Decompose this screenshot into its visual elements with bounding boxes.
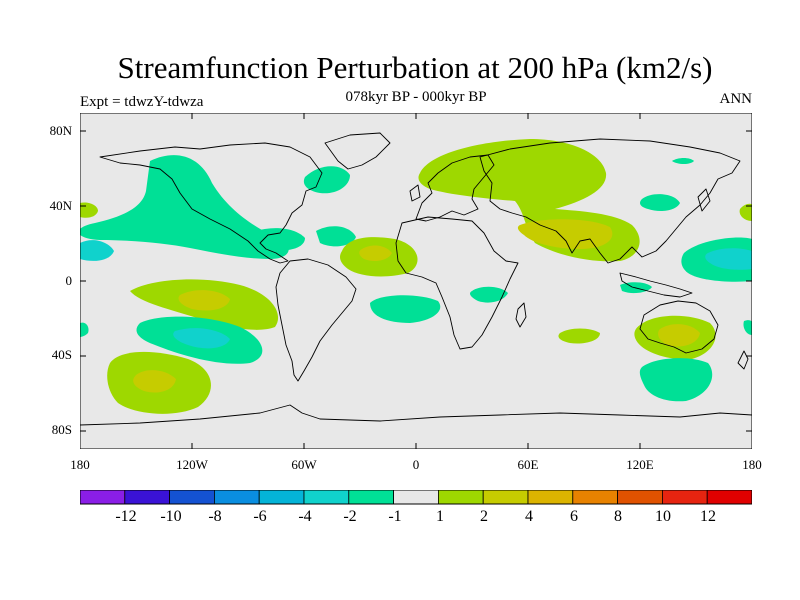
anomaly-se-pacific-core: [173, 328, 230, 349]
anomaly-madagascar: [470, 286, 508, 303]
lon-label-0: 0: [412, 457, 420, 472]
figure-subtitle: 078kyr BP - 000kyr BP: [345, 89, 487, 105]
colorbar-label-p12: 12: [700, 508, 716, 525]
colorbar-label-m10: -10: [160, 508, 182, 525]
anomaly-n-atlantic: [303, 166, 350, 194]
map-ticks: [80, 113, 752, 449]
lat-label-80n: 80N: [49, 123, 72, 138]
anomaly-mid-atlantic: [316, 226, 356, 247]
colorbar-label-m8: -8: [208, 508, 222, 525]
colorbar-box-3: [213, 490, 260, 505]
coast-madagascar: [515, 302, 527, 328]
lat-label-80s: 80S: [51, 422, 72, 437]
colorbar: [80, 490, 752, 505]
anomaly-w-africa-core: [359, 245, 392, 261]
colorbar-label-p8: 8: [614, 508, 622, 525]
anomaly-australia-core: [658, 324, 700, 347]
anomaly-s-atlantic: [370, 295, 441, 323]
anomaly-fields: [80, 139, 752, 414]
coast-asia: [479, 138, 741, 264]
map-panel: [80, 113, 752, 449]
coast-greenland: [324, 132, 391, 170]
colorbar-label-m2: -2: [343, 508, 357, 525]
colorbar-boxes: [80, 490, 752, 505]
lat-label-eq: 0: [65, 273, 73, 288]
colorbar-label-p2: 2: [480, 508, 488, 525]
anomaly-w-pacific-core: [80, 240, 114, 261]
anomaly-e-asia: [640, 194, 680, 211]
coast-australia: [639, 300, 719, 354]
colorbar-box-7: [393, 490, 439, 505]
lon-label-180w: 180: [70, 457, 90, 472]
lon-label-120e: 120E: [626, 457, 654, 472]
colorbar-box-6: [348, 490, 394, 505]
season-label: ANN: [719, 91, 753, 107]
coast-japan: [697, 188, 711, 212]
colorbar-box-13: [662, 490, 708, 505]
coast-europe: [415, 154, 495, 222]
anomaly-w-pacific-core: [705, 248, 752, 270]
lat-label-40s: 40S: [51, 347, 72, 362]
colorbar-label-m12: -12: [115, 508, 137, 525]
anomaly-pacific-edge-s: [80, 322, 89, 337]
colorbar-box-8: [437, 490, 484, 505]
colorbar-box-14: [706, 490, 752, 505]
colorbar-label-m6: -6: [253, 508, 267, 525]
coastlines: [80, 132, 752, 426]
coast-south-america: [275, 258, 357, 382]
colorbar-box-9: [482, 490, 529, 505]
colorbar-label-m1: -1: [388, 508, 402, 525]
anomaly-arctic-small: [672, 158, 694, 164]
colorbar-box-2: [169, 490, 215, 505]
figure-title: Streamfunction Perturbation at 200 hPa (…: [117, 50, 713, 85]
anomaly-pacific-edge-s2: [743, 320, 752, 335]
colorbar-box-0: [80, 490, 126, 505]
anomaly-caribbean: [248, 228, 305, 251]
coast-antarctica: [80, 404, 752, 426]
colorbar-box-12: [617, 490, 663, 505]
colorbar-label-p10: 10: [655, 508, 671, 525]
colorbar-label-m4: -4: [298, 508, 312, 525]
experiment-label: Expt = tdwzY-tdwza: [80, 94, 204, 110]
lon-label-120w: 120W: [176, 457, 208, 472]
anomaly-s-pacific-core: [133, 370, 176, 393]
lon-label-60e: 60E: [517, 457, 539, 472]
lat-label-40n: 40N: [49, 198, 72, 213]
anomaly-n-pacific-east: [739, 203, 752, 221]
anomaly-southern-ocean: [639, 358, 713, 402]
anomaly-tropical-e-pacific-core: [178, 290, 230, 311]
coast-indonesia: [619, 272, 693, 298]
colorbar-label-p1: 1: [436, 508, 444, 525]
lon-label-60w: 60W: [291, 457, 317, 472]
colorbar-box-1: [124, 490, 170, 505]
coast-africa: [395, 216, 519, 350]
colorbar-label-p6: 6: [570, 508, 578, 525]
colorbar-box-5: [303, 490, 350, 505]
colorbar-label-p4: 4: [525, 508, 533, 525]
colorbar-box-10: [527, 490, 574, 505]
colorbar-box-4: [258, 490, 305, 505]
colorbar-box-11: [572, 490, 618, 505]
colorbar-frame: [80, 490, 752, 505]
anomaly-tibet-core: [517, 219, 613, 249]
coast-uk: [409, 184, 421, 202]
lon-label-180e: 180: [742, 457, 762, 472]
anomaly-s-indian: [558, 328, 600, 344]
coast-north-america: [99, 142, 323, 264]
